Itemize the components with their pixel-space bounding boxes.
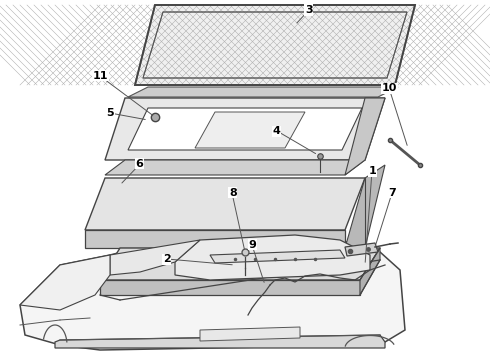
Polygon shape [100,248,380,280]
Polygon shape [210,250,345,263]
Polygon shape [360,248,380,295]
Polygon shape [105,98,385,160]
Polygon shape [345,165,385,248]
Polygon shape [128,87,398,97]
Polygon shape [345,98,385,175]
Polygon shape [345,243,378,256]
Text: 9: 9 [248,240,256,250]
Text: 3: 3 [305,5,313,15]
Text: 11: 11 [93,71,108,81]
Polygon shape [100,280,360,295]
Polygon shape [85,230,345,248]
Polygon shape [135,5,415,85]
Polygon shape [85,178,365,230]
Text: 10: 10 [382,83,397,93]
Polygon shape [195,112,305,148]
Polygon shape [110,240,200,275]
Text: 6: 6 [136,159,144,169]
Text: 4: 4 [273,126,281,136]
Polygon shape [20,255,110,310]
Polygon shape [105,160,365,175]
Polygon shape [175,235,370,280]
Text: 7: 7 [388,188,396,198]
Polygon shape [55,335,385,348]
Text: 1: 1 [368,166,376,176]
Text: 2: 2 [163,254,171,264]
Polygon shape [200,327,300,341]
Polygon shape [20,235,405,350]
Text: 5: 5 [106,108,114,118]
Polygon shape [128,108,362,150]
Text: 8: 8 [229,188,237,198]
